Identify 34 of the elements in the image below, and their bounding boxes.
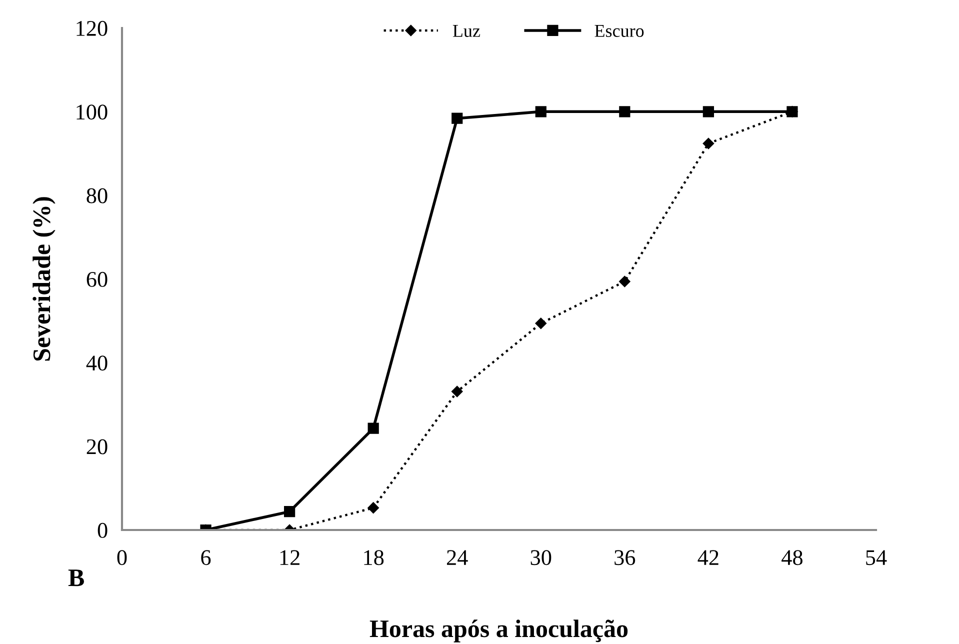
y-tick-label: 60: [86, 272, 108, 287]
x-tick-label: 48: [782, 550, 802, 566]
x-tick-label: 54: [866, 550, 887, 566]
point: [452, 386, 463, 398]
point: [368, 502, 379, 514]
y-tick-label: 0: [98, 522, 108, 538]
x-tick-label: 30: [530, 550, 552, 566]
y-axis-title: Severidade (%): [32, 197, 56, 361]
y-tick-label: 20: [86, 439, 108, 454]
y-tick-label: 100: [76, 104, 108, 120]
text: B: [68, 570, 84, 586]
legend-label: Luz: [452, 24, 480, 37]
x-tick-label: 18: [364, 550, 384, 566]
point: [619, 106, 630, 118]
x-tick-label: 42: [698, 550, 718, 565]
point: [702, 106, 714, 118]
point: [786, 106, 798, 118]
x-tick-label: 6: [201, 550, 211, 566]
legend-label: Escuro: [594, 24, 644, 37]
point: [535, 106, 546, 118]
point: [702, 138, 714, 150]
y-tick-label: 80: [86, 188, 108, 204]
point: [619, 276, 630, 288]
x-tick-label: 0: [117, 550, 127, 566]
point: [452, 112, 463, 124]
x-tick-label: 24: [446, 550, 468, 565]
x-axis-title: Horas após a inoculação: [370, 620, 628, 642]
point: [368, 422, 379, 434]
point: [535, 318, 546, 329]
x-tick-label: 36: [614, 550, 636, 566]
y-tick-label: 120: [76, 20, 108, 36]
point: [284, 506, 296, 518]
x-tick-label: 12: [280, 550, 300, 565]
y-tick-label: 40: [86, 356, 108, 371]
